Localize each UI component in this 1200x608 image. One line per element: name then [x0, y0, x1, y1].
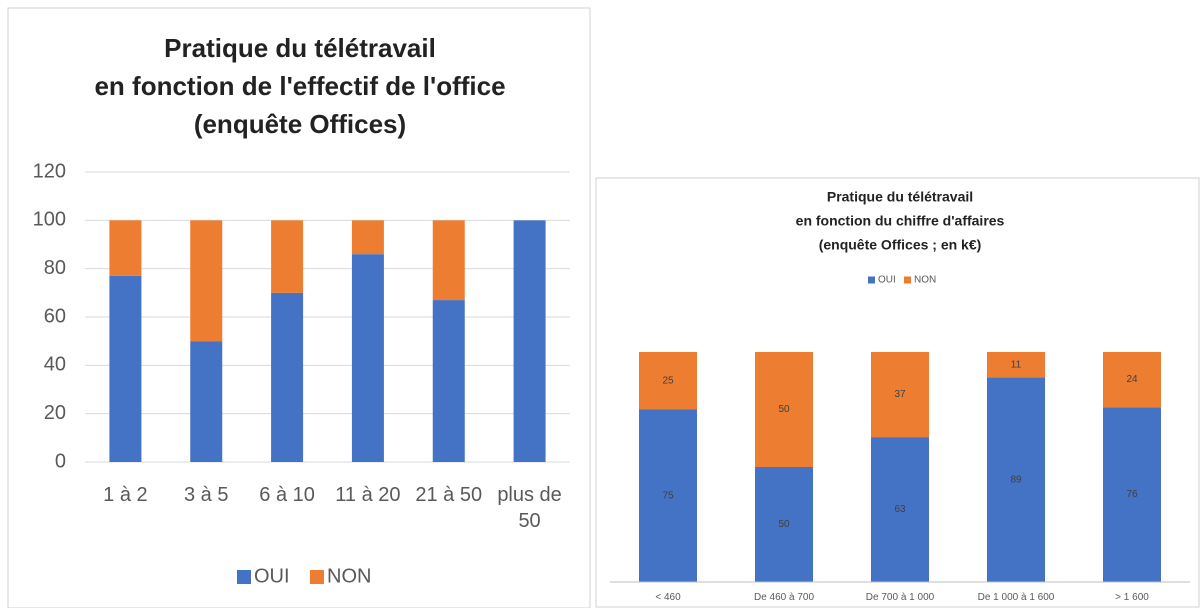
y-tick-label: 80 — [44, 257, 66, 279]
chart-title: (enquête Offices ; en k€) — [819, 237, 982, 253]
chart-title: Pratique du télétravail — [827, 189, 973, 205]
chart-title: en fonction du chiffre d'affaires — [796, 213, 1005, 229]
bar-segment — [513, 220, 546, 462]
x-tick-label: 6 à 10 — [259, 484, 315, 506]
data-label: 50 — [778, 519, 790, 530]
bar-segment — [871, 437, 929, 582]
legend-swatch — [868, 276, 875, 284]
data-label: 11 — [1011, 359, 1022, 370]
bar-segment — [190, 220, 223, 342]
chart-title: Pratique du télétravail — [164, 33, 436, 63]
y-tick-label: 20 — [44, 402, 66, 424]
bar-segment — [109, 220, 142, 276]
data-label: 75 — [662, 490, 674, 501]
x-tick-label: < 460 — [655, 592, 681, 603]
chart-title: en fonction de l'effectif de l'office — [94, 71, 505, 101]
y-tick-label: 40 — [44, 354, 66, 376]
bar-segment — [987, 352, 1045, 378]
legend-swatch — [904, 276, 911, 284]
bar-segment — [109, 275, 142, 462]
bar-segment — [755, 467, 813, 582]
bar-segment — [271, 292, 304, 462]
x-tick-label: 21 à 50 — [415, 484, 483, 506]
y-tick-label: 100 — [33, 209, 66, 231]
y-tick-label: 120 — [33, 160, 66, 182]
x-tick-label: 11 à 20 — [335, 484, 401, 506]
bar-segment — [351, 254, 384, 462]
bar-segment — [190, 341, 223, 462]
bar-segment — [755, 352, 813, 467]
bar-segment — [351, 220, 384, 255]
legend-swatch — [237, 570, 251, 584]
legend-label: NON — [914, 275, 936, 286]
bar-segment — [432, 220, 465, 301]
data-label: 63 — [894, 504, 906, 515]
bar-segment — [432, 300, 465, 462]
bar-segment — [639, 409, 697, 582]
x-tick-label: De 1 000 à 1 600 — [977, 592, 1055, 603]
x-tick-label: De 460 à 700 — [753, 592, 815, 603]
data-label: 50 — [778, 404, 790, 415]
bar-segment — [1103, 407, 1161, 582]
y-tick-label: 0 — [55, 450, 66, 472]
data-label: 25 — [662, 375, 674, 386]
x-tick-label: 3 à 5 — [184, 484, 229, 506]
data-label: 89 — [1010, 474, 1022, 485]
data-label: 24 — [1126, 374, 1138, 385]
bar-segment — [1103, 352, 1161, 408]
x-tick-label: > 1 600 — [1115, 592, 1149, 603]
legend-label: NON — [327, 565, 371, 587]
bar-segment — [987, 377, 1045, 582]
x-tick-label: plus de 50 — [497, 484, 562, 532]
legend-swatch — [310, 570, 324, 584]
data-label: 76 — [1126, 489, 1138, 500]
bar-segment — [639, 352, 697, 410]
bar-segment — [271, 220, 304, 293]
bar-segment — [871, 352, 929, 438]
x-tick-label: 1 à 2 — [103, 484, 148, 506]
legend-label: OUI — [254, 565, 290, 587]
chart-title: (enquête Offices) — [194, 109, 406, 139]
legend-label: OUI — [878, 275, 896, 286]
y-tick-label: 60 — [44, 305, 66, 327]
x-tick-label: De 700 à 1 000 — [865, 592, 935, 603]
data-label: 37 — [894, 389, 906, 400]
